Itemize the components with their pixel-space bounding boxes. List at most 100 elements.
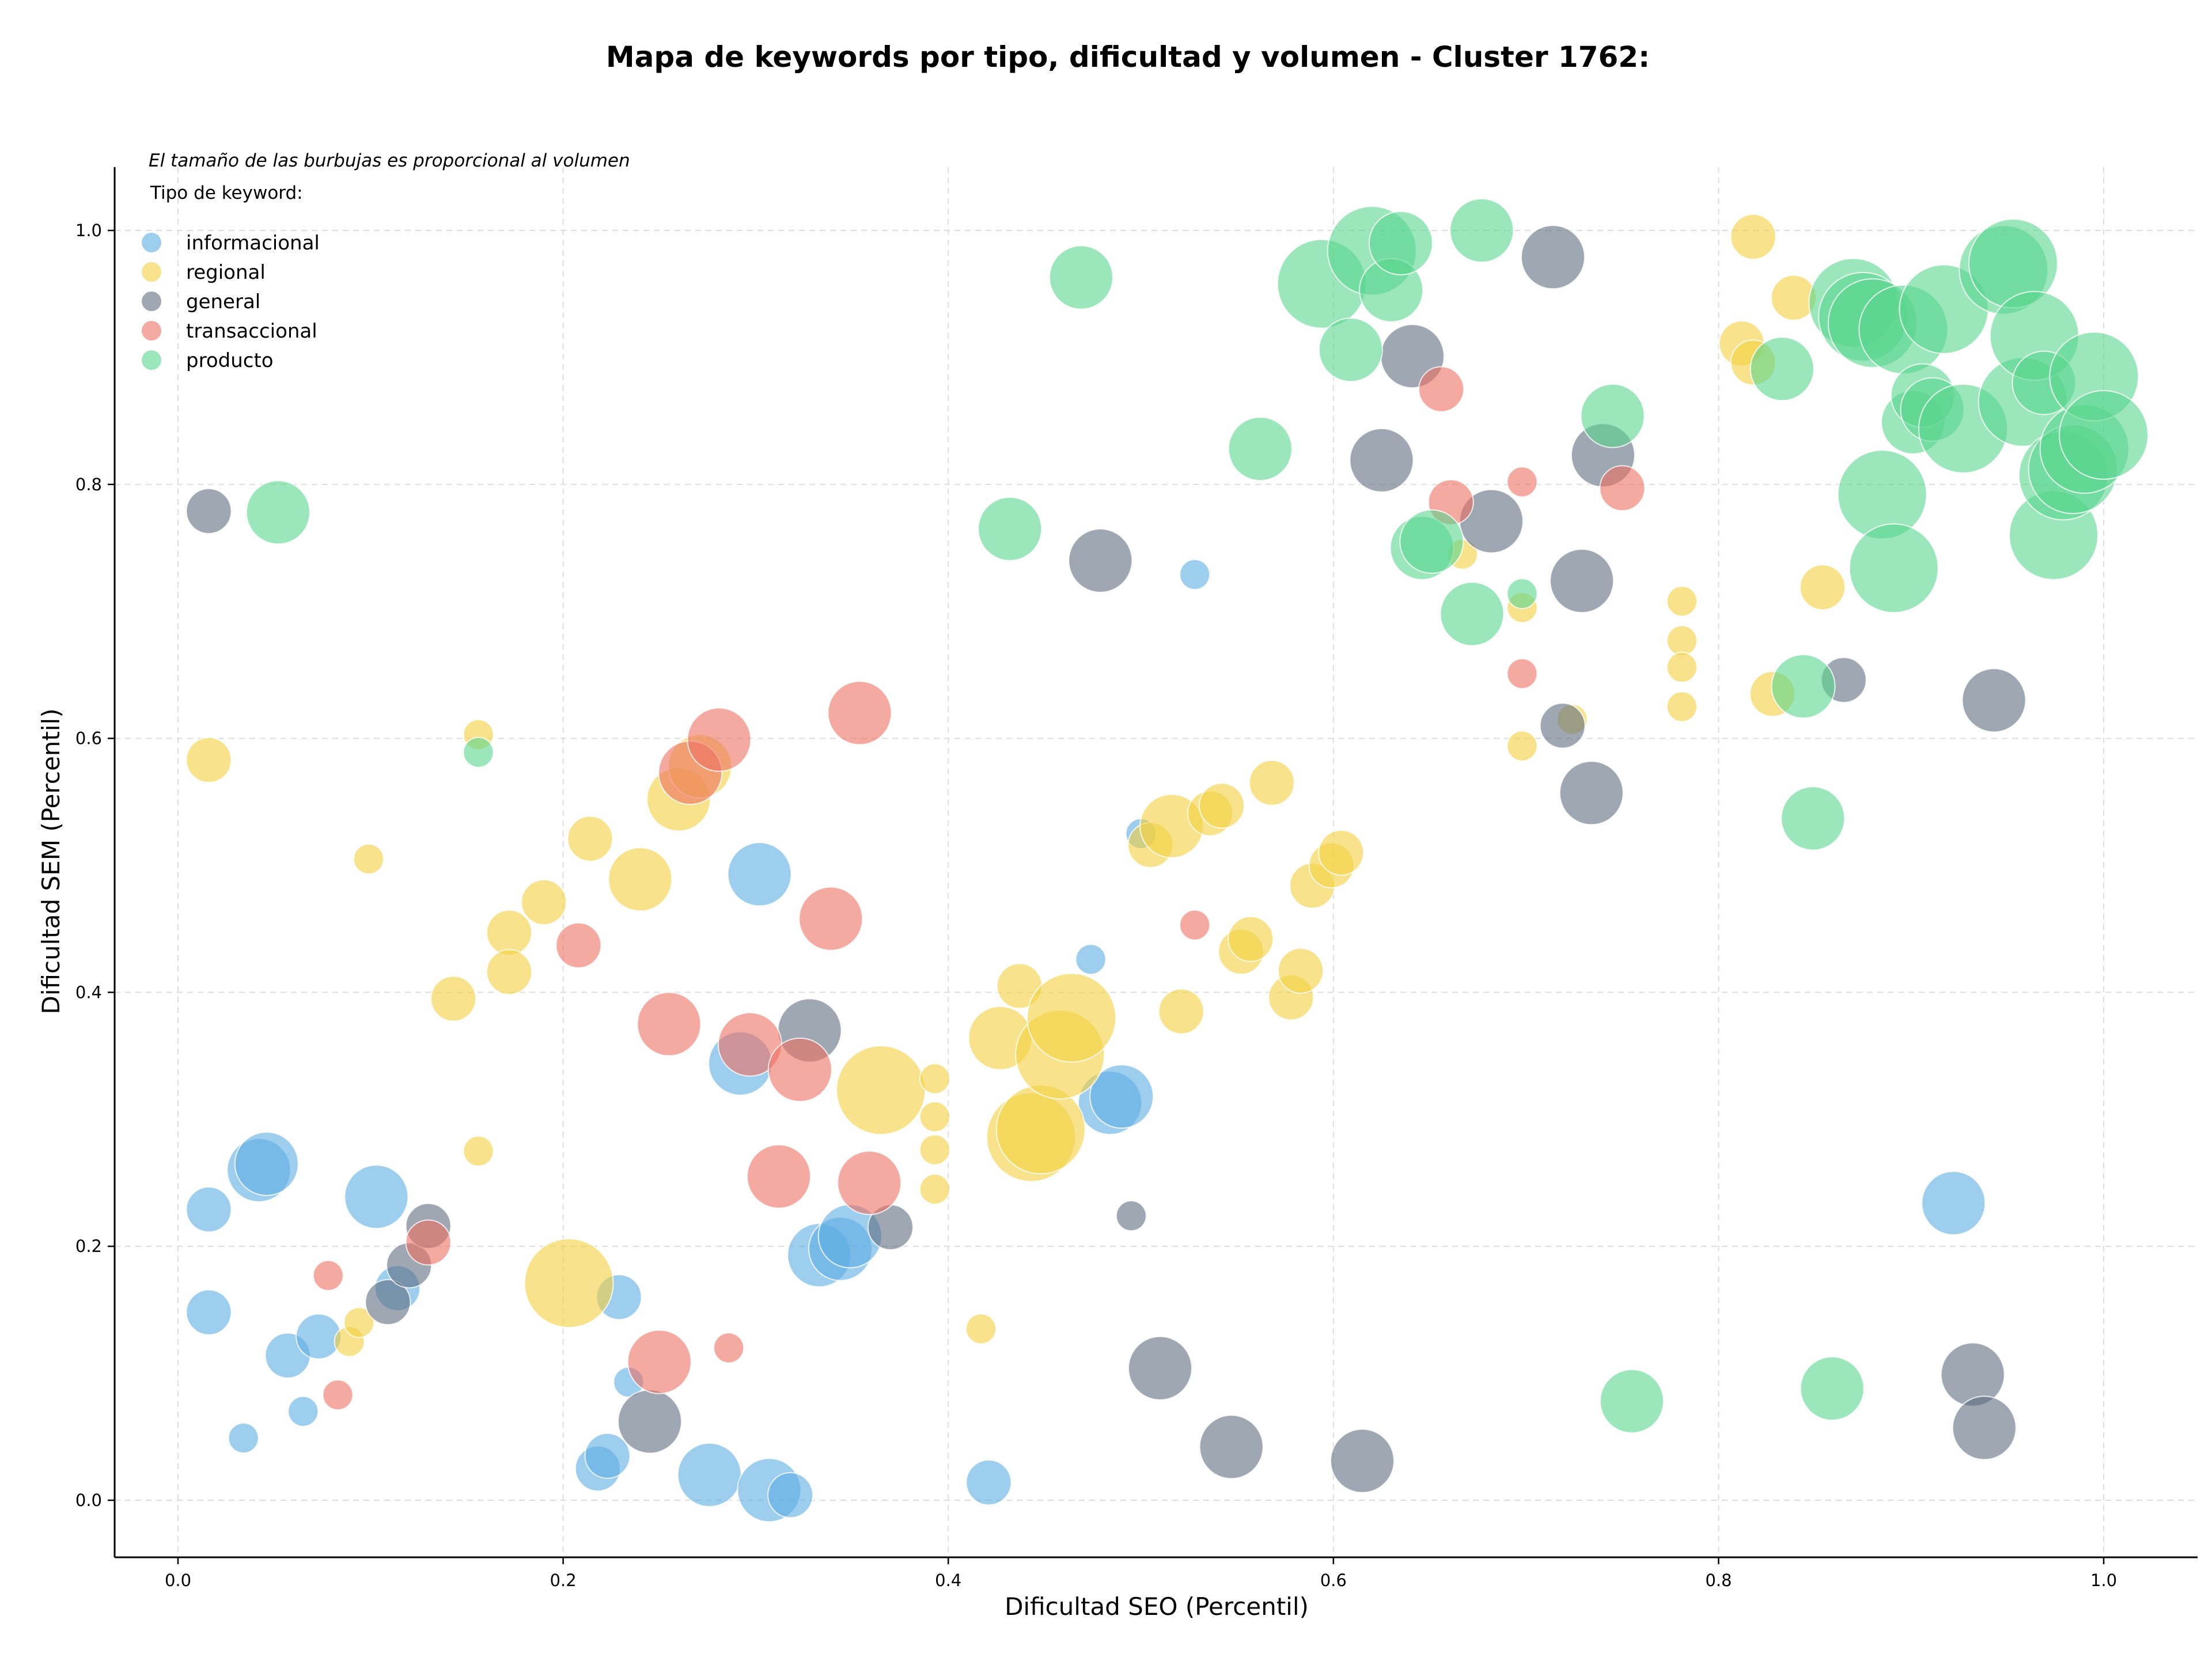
bubble-producto-0: [245, 480, 310, 545]
bubble-transaccional-0: [312, 1259, 344, 1291]
bubble-transaccional-10: [747, 1144, 812, 1209]
y-tick-label-0: 0.0: [75, 1490, 102, 1510]
bubble-transaccional-16: [1418, 366, 1465, 413]
bubble-regional-16: [919, 1063, 950, 1095]
bubble-informacional-27: [1179, 559, 1211, 591]
bubble-informacional-18: [767, 1472, 814, 1519]
bubble-transaccional-19: [1506, 658, 1538, 690]
x-tick-label-1: 0.2: [550, 1571, 577, 1590]
bubble-transaccional-3: [555, 922, 602, 968]
bubble-producto-6: [1318, 317, 1383, 383]
bubble-producto-25: [1849, 523, 1939, 614]
bubble-general-8: [1115, 1200, 1147, 1232]
bubble-size-note: El tamaño de las burbujas es proporciona…: [149, 150, 630, 171]
bubble-regional-34: [1248, 759, 1295, 806]
bubble-general-11: [1330, 1428, 1395, 1493]
bubble-informacional-14: [677, 1442, 742, 1507]
bubble-general-15: [1520, 225, 1585, 290]
bubble-regional-19: [919, 1174, 950, 1205]
legend: informacional regional general transacciona…: [142, 232, 320, 372]
series-producto: [245, 198, 2149, 1434]
series-informacional: [185, 559, 1986, 1523]
bubble-regional-3: [353, 843, 384, 875]
bubble-general-0: [185, 488, 232, 535]
legend-label-transaccional: transaccional: [186, 320, 317, 343]
bubble-regional-10: [524, 1238, 614, 1329]
bubble-general-1: [365, 1279, 411, 1326]
bubble-producto-12: [1440, 581, 1505, 646]
bubble-informacional-7: [296, 1313, 342, 1360]
bubble-regional-44: [1666, 585, 1698, 617]
y-tick-label-3: 0.6: [75, 729, 102, 748]
bubble-regional-50: [1730, 214, 1777, 260]
bubble-regional-39: [1318, 829, 1365, 876]
bubble-general-9: [1127, 1335, 1192, 1401]
bubbles: [185, 198, 2149, 1523]
bubble-regional-24: [995, 1084, 1086, 1175]
bubble-transaccional-18: [1506, 466, 1538, 498]
bubble-informacional-23: [1075, 944, 1107, 975]
x-tick-label-5: 1.0: [2090, 1571, 2117, 1590]
bubble-general-23: [1961, 668, 2027, 733]
bubble-producto-14: [1506, 578, 1538, 610]
bubble-producto-11: [1399, 509, 1464, 574]
series-general: [185, 225, 2027, 1493]
bubble-regional-2: [343, 1307, 375, 1338]
bubble-regional-26: [1027, 973, 1117, 1063]
bubble-producto-15: [1580, 383, 1645, 448]
chart-title: Mapa de keywords por tipo, dificultad y …: [606, 40, 1650, 74]
axes: 0.0 0.0 0.2 0.2 0.4 0.4 0.6 0.6 0.8 0.8 1.0 1.0: [75, 167, 2198, 1590]
bubble-regional-17: [919, 1101, 950, 1133]
bubble-informacional-2: [228, 1422, 259, 1454]
bubble-regional-20: [965, 1313, 997, 1345]
bubble-transaccional-12: [798, 886, 863, 951]
legend-marker-general: [142, 292, 161, 311]
bubble-regional-18: [919, 1134, 950, 1166]
bubble-regional-15: [836, 1045, 926, 1136]
x-tick-label-2: 0.4: [935, 1571, 961, 1590]
bubble-informacional-1: [185, 1289, 232, 1335]
bubble-general-18: [1559, 760, 1624, 826]
bubble-informacional-6: [287, 1395, 319, 1427]
y-tick-label-5: 1.0: [75, 221, 102, 240]
bubble-regional-31: [1198, 782, 1245, 829]
bubble-producto-18: [1771, 654, 1836, 719]
x-axis-label: Dificultad SEO (Percentil): [1005, 1592, 1309, 1621]
bubble-regional-47: [1666, 691, 1698, 722]
bubble-producto-13: [1449, 198, 1514, 263]
bubble-producto-42: [2059, 389, 2149, 480]
bubble-transaccional-5: [637, 992, 702, 1057]
x-tick-label-0: 0.0: [165, 1571, 191, 1590]
bubble-regional-36: [1277, 947, 1324, 994]
bubble-transaccional-14: [837, 1151, 902, 1215]
bubble-transaccional-1: [322, 1379, 354, 1411]
series-regional: [185, 214, 1846, 1357]
bubble-transaccional-4: [627, 1329, 692, 1394]
y-axis-label: Dificultad SEM (Percentil): [37, 709, 65, 1015]
bubble-producto-2: [978, 496, 1043, 561]
bubble-general-10: [1199, 1414, 1264, 1480]
bubble-transaccional-2: [405, 1219, 452, 1266]
bubble-general-22: [1952, 1395, 2017, 1461]
series-transaccional: [312, 366, 1646, 1411]
bubble-informacional-4: [234, 1131, 299, 1196]
legend-marker-transaccional: [142, 321, 161, 340]
bubble-transaccional-11: [767, 1037, 832, 1102]
y-tick-label-4: 0.8: [75, 475, 102, 494]
legend-marker-informacional: [142, 233, 161, 252]
bubble-regional-12: [608, 847, 673, 912]
bubble-general-12: [1349, 427, 1414, 493]
bubble-producto-9: [1368, 211, 1433, 276]
bubble-regional-8: [486, 949, 532, 996]
bubble-informacional-16: [727, 842, 792, 907]
bubble-regional-0: [185, 737, 232, 784]
bubble-transaccional-8: [713, 1332, 745, 1364]
y-tick-label-2: 0.4: [75, 982, 102, 1002]
bubble-informacional-25: [1089, 1064, 1154, 1129]
bubble-regional-53: [1799, 564, 1846, 611]
bubble-producto-1: [463, 736, 494, 768]
bubble-general-4: [618, 1389, 683, 1454]
bubble-informacional-28: [1921, 1171, 1986, 1236]
bubble-informacional-22: [965, 1459, 1012, 1506]
